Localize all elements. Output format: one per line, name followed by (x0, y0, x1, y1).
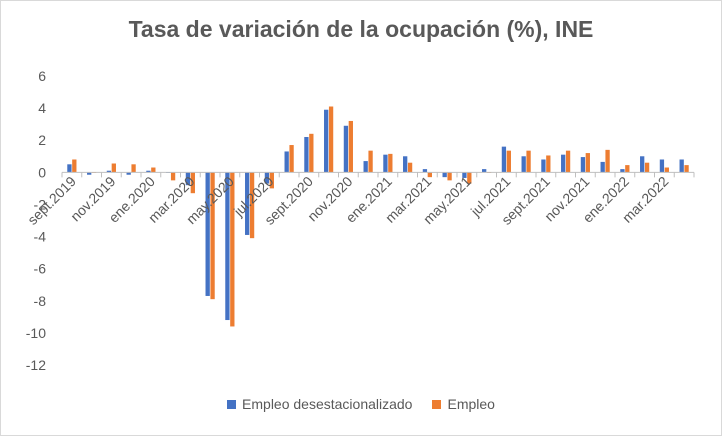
bar-empleo (644, 162, 650, 173)
y-tick-label: 2 (38, 132, 46, 148)
x-axis: sept.2019nov.2019ene.2020mar.2020may.202… (24, 171, 695, 228)
bar-empleo (605, 149, 610, 173)
bar-desestacionalizado (679, 159, 684, 173)
bar-empleo (72, 159, 77, 173)
bar-empleo (269, 172, 274, 189)
bar-desestacionalizado (640, 156, 645, 173)
legend-item-empleo: Empleo (432, 396, 495, 412)
bar-empleo (565, 150, 571, 173)
bar-desestacionalizado (106, 170, 112, 173)
bar-desestacionalizado (383, 154, 388, 173)
bar-desestacionalizado (67, 164, 72, 173)
bar-empleo (348, 120, 353, 173)
bar-desestacionalizado (363, 161, 368, 173)
legend-label: Empleo desestacionalizado (242, 396, 413, 412)
chart-title: Tasa de variación de la ocupación (%), I… (128, 16, 594, 42)
y-tick-label: 4 (38, 100, 46, 116)
bar-desestacionalizado (620, 169, 625, 173)
bar-empleo (467, 172, 472, 184)
bar-empleo (190, 172, 195, 194)
bar-empleo (230, 172, 235, 327)
bar-empleo (210, 172, 215, 300)
bar-empleo (328, 106, 334, 173)
bar-desestacionalizado (422, 169, 428, 173)
bar-desestacionalizado (126, 172, 131, 175)
bar-empleo (407, 162, 413, 173)
y-tick-label: -6 (34, 261, 47, 277)
x-tick-label: sept.2019 (24, 173, 79, 228)
bar-empleo (447, 172, 452, 181)
bar-empleo (368, 150, 373, 173)
bars (67, 106, 689, 327)
y-tick-label: 0 (38, 164, 46, 180)
bar-desestacionalizado (541, 159, 546, 173)
bar-empleo (249, 172, 255, 239)
bar-desestacionalizado (324, 109, 329, 173)
bar-empleo (684, 165, 689, 173)
bar-empleo (427, 172, 432, 178)
bar-desestacionalizado (205, 172, 210, 296)
bar-empleo (131, 164, 136, 173)
bar-desestacionalizado (403, 156, 408, 173)
bar-desestacionalizado (245, 172, 250, 235)
bar-desestacionalizado (580, 157, 586, 173)
y-tick-label: 6 (38, 68, 46, 84)
bar-desestacionalizado (264, 172, 270, 184)
bar-desestacionalizado (146, 170, 151, 173)
bar-empleo (309, 133, 314, 173)
bar-empleo (625, 165, 630, 173)
bar-desestacionalizado (501, 146, 507, 173)
y-tick-label: -12 (26, 357, 46, 373)
bar-desestacionalizado (600, 161, 605, 173)
bar-empleo (170, 172, 176, 181)
bar-empleo (289, 145, 294, 173)
legend-swatch-blue (227, 399, 237, 409)
bar-desestacionalizado (521, 156, 526, 173)
legend-swatch-orange (432, 399, 442, 409)
bar-empleo (506, 150, 511, 173)
bar-desestacionalizado (442, 172, 447, 178)
bar-empleo (388, 153, 393, 173)
legend-item-desestacionalizado: Empleo desestacionalizado (227, 396, 412, 412)
y-tick-label: -10 (26, 325, 46, 341)
y-axis: 6 4 2 0 -2 -4 -6 -8 -10 -12 (26, 68, 46, 373)
legend-label: Empleo (447, 396, 495, 412)
bar-desestacionalizado (284, 151, 289, 173)
bar-empleo (111, 163, 116, 173)
bar-desestacionalizado (185, 172, 191, 186)
bar-desestacionalizado (304, 137, 309, 173)
bar-desestacionalizado (561, 154, 566, 173)
bar-empleo (526, 150, 531, 173)
bar-desestacionalizado (87, 172, 92, 175)
bar-desestacionalizado (462, 172, 467, 178)
bar-empleo (585, 153, 590, 173)
y-tick-label: -8 (34, 293, 47, 309)
bar-desestacionalizado (225, 172, 230, 321)
bar-empleo (151, 167, 156, 173)
bar-empleo (664, 167, 669, 173)
y-tick-label: -2 (34, 196, 47, 212)
bar-desestacionalizado (659, 159, 665, 173)
bar-desestacionalizado (343, 125, 349, 173)
y-tick-label: -4 (34, 229, 47, 245)
bar-desestacionalizado (482, 169, 487, 173)
bar-empleo (546, 155, 551, 173)
legend: Empleo desestacionalizado Empleo (0, 396, 722, 412)
